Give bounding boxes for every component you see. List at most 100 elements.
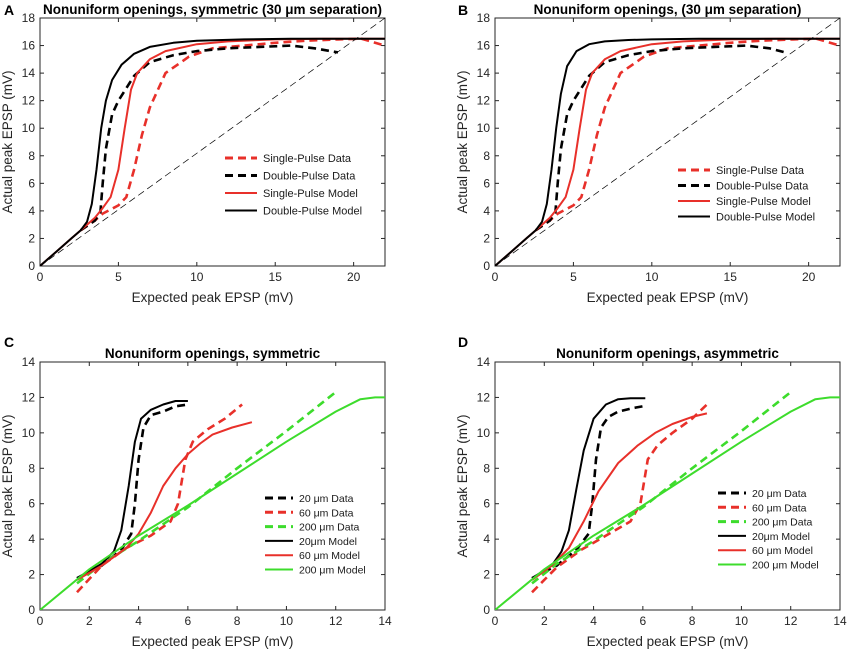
x-tick-label: 6 bbox=[185, 614, 192, 628]
x-tick-label: 6 bbox=[640, 614, 647, 628]
panel-d: 0 2 4 6 8 10 12 14 0 2 4 6 8 10 12 14 20 μm Data 60 μm Da… bbox=[455, 334, 847, 649]
y-tick-label: 4 bbox=[28, 532, 35, 546]
series-line-200-um-data bbox=[531, 391, 792, 585]
x-axis-label: Expected peak EPSP (mV) bbox=[587, 634, 749, 649]
series-line-double-pulse-data bbox=[535, 44, 786, 232]
x-tick-label: 10 bbox=[735, 614, 749, 628]
x-tick-label: 4 bbox=[135, 614, 142, 628]
series-group bbox=[495, 391, 840, 610]
x-axis-label: Expected peak EPSP (mV) bbox=[132, 290, 294, 305]
x-tick-label: 2 bbox=[86, 614, 93, 628]
x-tick-label: 0 bbox=[37, 614, 44, 628]
y-tick-label: 0 bbox=[483, 603, 490, 617]
series-line-single-pulse-data bbox=[535, 37, 840, 232]
y-tick-label: 8 bbox=[483, 461, 490, 475]
y-tick-label: 0 bbox=[483, 259, 490, 273]
x-tick-label: 12 bbox=[784, 614, 798, 628]
panel-c: 0 2 4 6 8 10 12 14 0 2 4 6 8 10 12 14 20 μm Data 60 μm Da… bbox=[0, 334, 392, 649]
y-tick-label: 14 bbox=[477, 66, 491, 80]
legend: 20 μm Data 60 μm Data 200 μm Data 20μm Mode… bbox=[265, 493, 366, 577]
panel-label: B bbox=[458, 2, 468, 18]
y-tick-label: 2 bbox=[28, 568, 35, 582]
x-tick-label: 10 bbox=[645, 270, 659, 284]
reference-line bbox=[40, 18, 385, 266]
y-tick-label: 12 bbox=[477, 390, 491, 404]
chart-title: Nonuniform openings, (30 μm separation) bbox=[534, 2, 802, 17]
y-axis-label: Actual peak EPSP (mV) bbox=[455, 70, 470, 213]
y-axis-label: Actual peak EPSP (mV) bbox=[0, 70, 15, 213]
x-tick-label: 0 bbox=[37, 270, 44, 284]
x-tick-label: 14 bbox=[833, 614, 847, 628]
series-line-20-um-data bbox=[531, 405, 644, 580]
legend-entry: Single-Pulse Model bbox=[716, 196, 811, 208]
legend-entry: 60 μm Model bbox=[752, 545, 813, 557]
series-line-double-pulse-model bbox=[495, 37, 840, 266]
y-tick-label: 14 bbox=[477, 355, 491, 369]
x-tick-label: 0 bbox=[492, 270, 499, 284]
y-tick-label: 14 bbox=[22, 66, 36, 80]
series-line-200-um-model bbox=[40, 396, 385, 610]
y-tick-label: 8 bbox=[483, 149, 490, 163]
y-tick-label: 2 bbox=[28, 231, 35, 245]
series-group bbox=[40, 391, 385, 610]
series-line-single-pulse-data bbox=[80, 37, 385, 232]
y-tick-label: 18 bbox=[477, 11, 491, 25]
legend-entry: 20 μm Data bbox=[752, 488, 807, 500]
x-tick-label: 4 bbox=[590, 614, 597, 628]
series-line-20um-model bbox=[531, 397, 646, 579]
y-axis-label: Actual peak EPSP (mV) bbox=[0, 414, 15, 557]
legend-entry: 60 μm Data bbox=[752, 502, 807, 514]
y-tick-label: 16 bbox=[477, 39, 491, 53]
x-tick-label: 20 bbox=[802, 270, 816, 284]
x-tick-label: 14 bbox=[378, 614, 392, 628]
x-tick-label: 15 bbox=[724, 270, 738, 284]
series-line-double-pulse-data bbox=[80, 44, 339, 232]
x-tick-label: 15 bbox=[269, 270, 283, 284]
x-tick-label: 5 bbox=[570, 270, 577, 284]
legend-entry: Double-Pulse Model bbox=[263, 206, 362, 218]
y-tick-label: 8 bbox=[28, 149, 35, 163]
legend-entry: 200 μm Data bbox=[299, 522, 359, 534]
panel-label: A bbox=[4, 2, 14, 18]
legend-entry: Double-Pulse Data bbox=[263, 171, 356, 183]
x-tick-label: 0 bbox=[492, 614, 499, 628]
x-tick-label: 20 bbox=[347, 270, 361, 284]
x-tick-label: 5 bbox=[115, 270, 122, 284]
y-tick-label: 6 bbox=[483, 497, 490, 511]
series-line-60-um-model bbox=[531, 412, 708, 581]
y-tick-label: 0 bbox=[28, 259, 35, 273]
legend-entry: Double-Pulse Data bbox=[716, 181, 809, 193]
panel-a: 0 5 10 15 20 0 2 4 6 8 10 12 14 16 18 Single-Pulse Data… bbox=[0, 2, 386, 305]
y-tick-label: 8 bbox=[28, 461, 35, 475]
x-tick-label: 10 bbox=[190, 270, 204, 284]
legend: 20 μm Data 60 μm Data 200 μm Data 20μm Mode… bbox=[718, 488, 819, 572]
legend-entry: 200 μm Data bbox=[752, 517, 812, 529]
x-axis-label: Expected peak EPSP (mV) bbox=[587, 290, 749, 305]
panel-label: C bbox=[4, 334, 14, 350]
y-tick-label: 10 bbox=[22, 426, 36, 440]
panel-b: 0 5 10 15 20 0 2 4 6 8 10 12 14 16 18 Single-Pulse Data… bbox=[455, 2, 841, 305]
series-line-60-um-data bbox=[531, 403, 708, 594]
x-tick-label: 8 bbox=[689, 614, 696, 628]
series-line-60-um-model bbox=[76, 421, 253, 581]
legend-entry: Double-Pulse Model bbox=[716, 212, 815, 224]
legend-entry: Single-Pulse Model bbox=[263, 188, 358, 200]
y-tick-label: 6 bbox=[28, 497, 35, 511]
legend-entry: 60 μm Data bbox=[299, 507, 354, 519]
legend-entry: 200 μm Model bbox=[752, 560, 819, 572]
y-tick-label: 12 bbox=[477, 94, 491, 108]
x-tick-label: 2 bbox=[541, 614, 548, 628]
x-axis-label: Expected peak EPSP (mV) bbox=[132, 634, 294, 649]
legend-entry: 200 μm Model bbox=[299, 565, 366, 577]
y-tick-label: 4 bbox=[483, 532, 490, 546]
y-tick-label: 16 bbox=[22, 39, 36, 53]
chart-title: Nonuniform openings, symmetric (30 μm se… bbox=[43, 2, 382, 17]
legend-entry: Single-Pulse Data bbox=[716, 165, 805, 177]
x-tick-label: 8 bbox=[234, 614, 241, 628]
y-tick-label: 4 bbox=[483, 204, 490, 218]
chart-title: Nonuniform openings, symmetric bbox=[105, 346, 321, 361]
y-tick-label: 12 bbox=[22, 94, 36, 108]
legend-entry: 20μm Model bbox=[299, 536, 357, 548]
y-tick-label: 10 bbox=[477, 121, 491, 135]
